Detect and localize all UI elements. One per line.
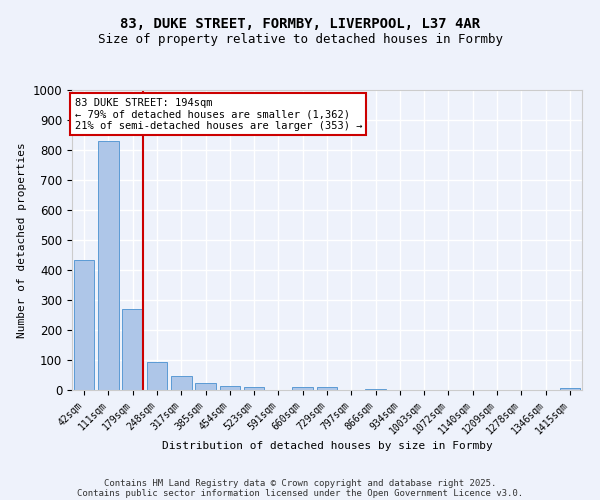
- Text: Contains HM Land Registry data © Crown copyright and database right 2025.: Contains HM Land Registry data © Crown c…: [104, 478, 496, 488]
- Bar: [122, 309, 143, 390]
- Bar: [317, 387, 337, 390]
- Bar: [292, 387, 313, 390]
- Bar: [146, 362, 167, 390]
- Text: Size of property relative to detached houses in Formby: Size of property relative to detached ho…: [97, 32, 503, 46]
- Bar: [365, 388, 386, 390]
- Bar: [244, 387, 265, 390]
- Text: Contains public sector information licensed under the Open Government Licence v3: Contains public sector information licen…: [77, 488, 523, 498]
- X-axis label: Distribution of detached houses by size in Formby: Distribution of detached houses by size …: [161, 442, 493, 452]
- Text: 83, DUKE STREET, FORMBY, LIVERPOOL, L37 4AR: 83, DUKE STREET, FORMBY, LIVERPOOL, L37 …: [120, 18, 480, 32]
- Bar: [171, 376, 191, 390]
- Bar: [220, 386, 240, 390]
- Y-axis label: Number of detached properties: Number of detached properties: [17, 142, 27, 338]
- Bar: [74, 260, 94, 390]
- Bar: [195, 384, 216, 390]
- Text: 83 DUKE STREET: 194sqm
← 79% of detached houses are smaller (1,362)
21% of semi-: 83 DUKE STREET: 194sqm ← 79% of detached…: [74, 98, 362, 130]
- Bar: [98, 141, 119, 390]
- Bar: [560, 388, 580, 390]
